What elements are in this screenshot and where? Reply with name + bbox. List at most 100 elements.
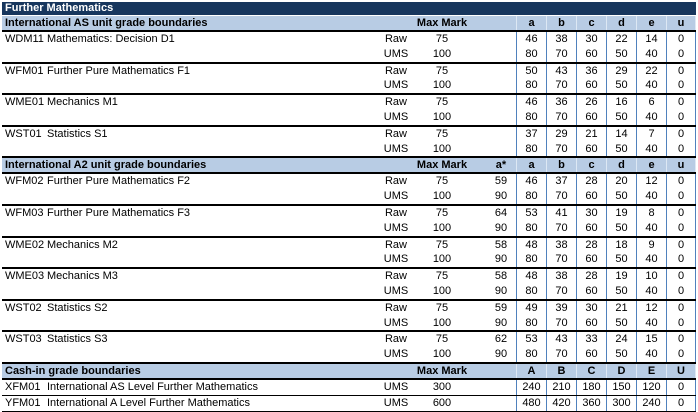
unit-code: WME01 <box>5 96 45 109</box>
row-type-label: UMS <box>383 47 409 60</box>
unit-WST01: WST01 Statistics S1 Raw 75 37 29 21 14 7 0 UMS 100 8… <box>2 126 696 159</box>
grade-value: 90 <box>494 253 508 266</box>
grade-value: 60 <box>576 283 606 299</box>
grade-value: 53 <box>516 332 546 348</box>
row-type-label: UMS <box>383 110 409 123</box>
unit-code <box>2 47 44 62</box>
grade-value: 150 <box>606 379 636 395</box>
unit-row: WST01 Statistics S1 Raw 75 37 29 21 14 7 0 <box>2 126 696 142</box>
grade-value: 0 <box>666 332 696 348</box>
grade-value: 80 <box>516 347 546 362</box>
unit-name <box>44 78 378 93</box>
grade-column-header: b <box>546 158 576 173</box>
section-header: International AS unit grade boundaries Ma… <box>2 16 696 32</box>
grade-value: 12 <box>636 300 666 316</box>
unit-name <box>44 110 378 125</box>
grade-value: 50 <box>606 347 636 362</box>
grade-value: 360 <box>576 395 606 411</box>
unit-name: Mechanics M1 <box>47 96 118 109</box>
grade-value: 0 <box>666 252 696 268</box>
unit-WME02: WME02 Mechanics M2 Raw 75 58 48 38 28 18 9 0 UMS 100… <box>2 237 696 270</box>
unit-WFM03: WFM03 Further Pure Mathematics F3 Raw 75 64 5… <box>2 205 696 238</box>
grade-value: 50 <box>606 141 636 157</box>
grade-column-header: e <box>636 158 666 173</box>
max-mark-value: 75 <box>435 301 449 314</box>
grade-value: 20 <box>606 174 636 190</box>
grade-value: 70 <box>546 347 576 362</box>
row-type-label: UMS <box>383 348 409 361</box>
grade-value <box>486 380 516 395</box>
max-mark-value: 300 <box>432 380 452 393</box>
grade-value: 180 <box>576 379 606 395</box>
unit-row: WFM01 Further Pure Mathematics F1 Raw 75 50 4… <box>2 63 696 79</box>
grade-value: 38 <box>546 237 576 253</box>
grade-value: 53 <box>516 205 546 221</box>
row-type-label: UMS <box>383 380 409 393</box>
max-mark-header: Max Mark <box>416 159 468 172</box>
grade-value: 0 <box>666 126 696 142</box>
unit-name: Mechanics M3 <box>47 270 118 283</box>
row-type-label: Raw <box>384 33 407 45</box>
grade-value: 0 <box>666 205 696 221</box>
unit-code <box>2 189 44 204</box>
header-spacer <box>378 364 414 378</box>
unit-WFM01: WFM01 Further Pure Mathematics F1 Raw 75 50 4… <box>2 63 696 96</box>
max-mark-value: 100 <box>432 47 452 60</box>
grade-value: 40 <box>636 315 666 331</box>
grade-value <box>486 95 516 110</box>
unit-row: UMS 100 90 80 70 60 50 40 0 <box>2 347 696 362</box>
grade-value: 50 <box>606 283 636 299</box>
section-title: International A2 unit grade boundaries <box>5 159 207 172</box>
grade-value: 0 <box>666 269 696 284</box>
unit-row: YFM01 International A Level Further Mathe… <box>2 395 696 411</box>
max-mark-value: 75 <box>435 333 449 346</box>
grade-value: 480 <box>516 395 546 411</box>
row-type-label: Raw <box>384 301 407 314</box>
grade-value: 50 <box>606 315 636 331</box>
grade-value: 50 <box>516 63 546 79</box>
grade-value: 21 <box>606 300 636 316</box>
grade-value: 90 <box>494 316 508 329</box>
grade-column-header <box>486 16 516 30</box>
max-mark-value: 100 <box>432 284 452 297</box>
spacer-cell <box>470 396 486 411</box>
header-spacer <box>378 16 414 30</box>
grade-value: 8 <box>636 205 666 221</box>
row-type-label: UMS <box>383 253 409 266</box>
grade-value: 60 <box>576 347 606 362</box>
grade-value: 0 <box>666 283 696 299</box>
grade-value: 50 <box>606 109 636 125</box>
spacer-cell <box>470 380 486 395</box>
grade-value: 50 <box>606 46 636 62</box>
unit-code <box>2 110 44 125</box>
grade-value: 40 <box>636 141 666 157</box>
grade-value: 33 <box>576 332 606 348</box>
row-type-label: Raw <box>384 96 407 109</box>
grade-value: 70 <box>546 141 576 157</box>
unit-row: WST03 Statistics S3 Raw 75 62 53 43 33 24 15 0 <box>2 332 696 348</box>
grade-value: 28 <box>576 237 606 253</box>
spacer-cell <box>470 78 486 93</box>
max-mark-value: 100 <box>432 79 452 92</box>
unit-code: YFM01 <box>5 396 41 409</box>
unit-code <box>2 252 44 267</box>
unit-code: WFM03 <box>5 206 44 219</box>
grade-value: 46 <box>516 32 546 47</box>
max-mark-value: 75 <box>435 238 449 251</box>
grade-value: 43 <box>546 332 576 348</box>
grade-value: 60 <box>576 109 606 125</box>
spacer-cell <box>470 364 486 378</box>
grade-value: 40 <box>636 109 666 125</box>
grade-value: 0 <box>666 315 696 331</box>
grade-value: 120 <box>636 379 666 395</box>
unit-name <box>44 347 378 362</box>
unit-code <box>2 284 44 299</box>
row-type-label: UMS <box>383 316 409 329</box>
grade-value: 37 <box>546 174 576 190</box>
grade-value: 6 <box>636 95 666 110</box>
max-mark-value: 75 <box>435 206 449 219</box>
grade-value: 80 <box>516 78 546 94</box>
section-as: International AS unit grade boundaries Ma… <box>2 16 696 159</box>
grade-value: 58 <box>494 238 508 251</box>
